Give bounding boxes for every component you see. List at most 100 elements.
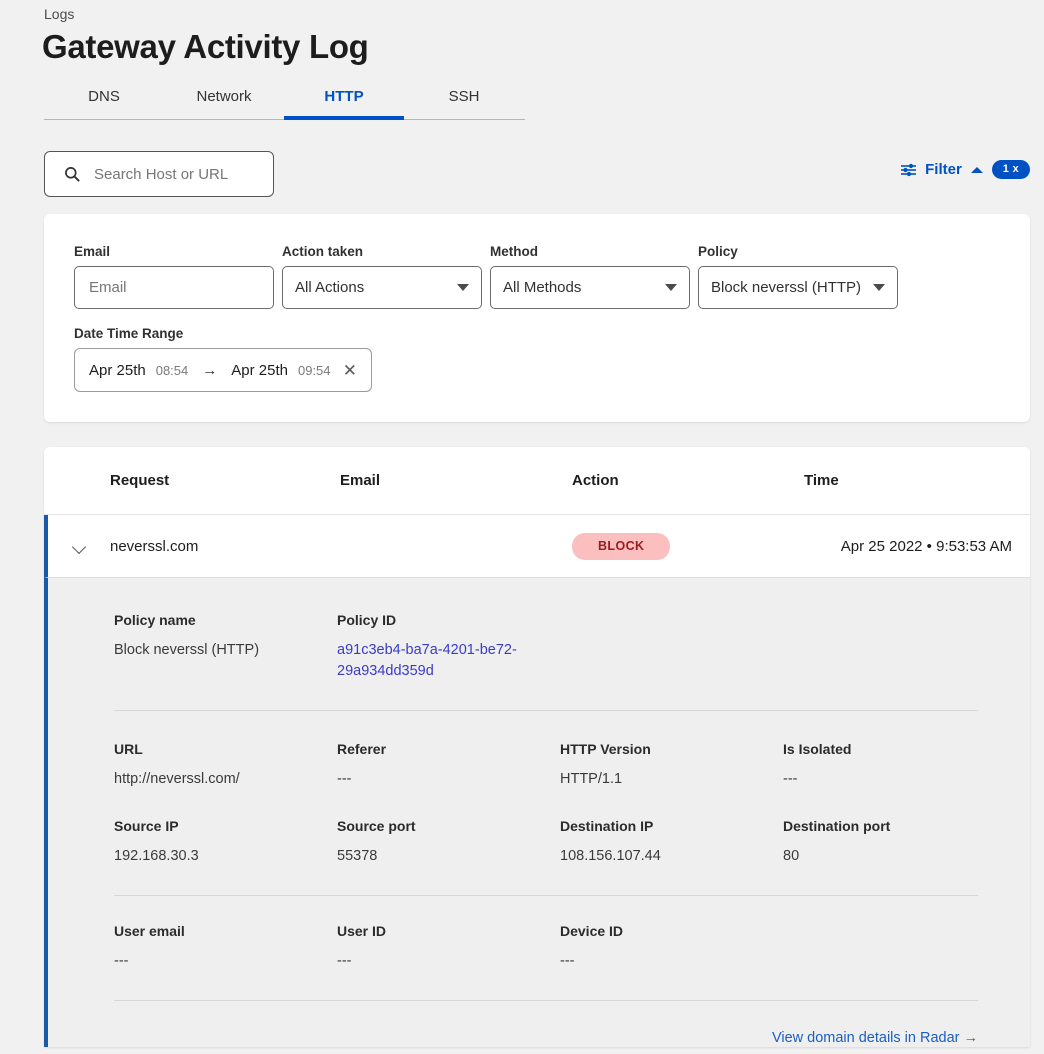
detail-field-user-id: User ID --- [337,923,560,972]
arrow-right-icon: → [202,361,218,379]
view-domain-details-in-radar-link[interactable]: View domain details in Radar → [771,1030,978,1046]
log-type-tabs: DNS Network HTTP SSH [44,76,525,120]
detail-field-is-isolated: Is Isolated --- [783,741,1006,790]
row-expand-toggle[interactable] [48,542,110,550]
detail-value: http://neverssl.com/ [114,771,240,787]
chevron-up-icon[interactable] [970,165,984,175]
method-select[interactable]: All Methods [490,266,690,309]
detail-field-source-ip: Source IP 192.168.30.3 [114,818,337,867]
detail-label: HTTP Version [560,741,651,757]
date-range-start-day[interactable]: Apr 25th [89,361,146,379]
detail-value: --- [560,953,575,969]
detail-field-user-email: User email --- [114,923,337,972]
search-input[interactable] [92,164,262,184]
cell-time: Apr 25 2022 • 9:53:53 AM [840,537,1012,555]
page-title: Gateway Activity Log [42,28,369,65]
tab-http[interactable]: HTTP [284,76,404,120]
cell-request: neverssl.com [110,537,199,555]
filter-label[interactable]: Filter [925,161,962,178]
detail-label: Destination IP [560,818,654,834]
filter-group-action: Action taken All Actions [282,244,482,309]
policy-id-link[interactable]: a91c3eb4-ba7a-4201-be72-29a934dd359d [337,642,517,679]
filter-count-badge[interactable]: 1 x [991,160,1030,179]
detail-value: --- [783,771,798,787]
detail-value: 80 [783,848,800,864]
policy-label: Policy [698,244,738,259]
sliders-icon [901,163,917,176]
detail-label: Is Isolated [783,741,852,757]
detail-label: Source port [337,818,416,834]
row-detail-panel: Policy name Block neverssl (HTTP) Policy… [44,577,1030,1047]
detail-row-identity: User email --- User ID --- Device ID --- [114,923,1004,972]
chevron-down-icon [457,284,469,291]
detail-value: 192.168.30.3 [114,848,199,864]
filter-panel: Email Action taken All Actions Method Al… [44,214,1030,422]
detail-value: --- [337,953,352,969]
action-select-value: All Actions [295,279,365,296]
detail-value: 55378 [337,848,378,864]
detail-label: Source IP [114,818,179,834]
column-header-time: Time [804,472,839,489]
filter-group-policy: Policy Block neverssl (HTTP) [698,244,898,309]
detail-label: User ID [337,923,387,939]
filter-group-email: Email [74,244,274,309]
divider [114,1000,978,1001]
detail-label: Policy name [114,612,196,628]
email-field[interactable] [74,266,274,309]
filter-toggle[interactable]: Filter 1 x [900,160,1030,179]
cell-action: BLOCK [572,532,804,560]
detail-label: URL [114,741,143,757]
table-row[interactable]: neverssl.com BLOCK Apr 25 2022 • 9:53:53… [44,515,1030,577]
detail-label: User email [114,923,185,939]
column-header-action: Action [572,472,619,489]
tab-ssh[interactable]: SSH [448,88,480,105]
method-label: Method [490,244,538,259]
detail-value: 108.156.107.44 [560,848,661,864]
detail-field-device-id: Device ID --- [560,923,783,972]
divider [114,895,978,896]
column-header-email: Email [340,472,381,489]
chevron-down-icon [73,542,86,550]
date-range-label: Date Time Range [74,326,184,341]
date-range-end-time[interactable]: 09:54 [297,362,331,378]
search-box[interactable] [44,151,274,197]
detail-field-http-version: HTTP Version HTTP/1.1 [560,741,783,790]
detail-field-referer: Referer --- [337,741,560,790]
tab-network[interactable]: Network [196,88,252,105]
policy-select[interactable]: Block neverssl (HTTP) [698,266,898,309]
detail-row-policy: Policy name Block neverssl (HTTP) Policy… [114,612,1004,682]
status-badge: BLOCK [572,532,671,560]
email-label: Email [74,244,111,259]
detail-field-policy-id: Policy ID a91c3eb4-ba7a-4201-be72-29a934… [337,612,560,682]
chevron-down-icon [665,284,677,291]
filter-group-date-range: Date Time Range Apr 25th 08:54 → Apr 25t… [74,326,394,392]
detail-field-destination-ip: Destination IP 108.156.107.44 [560,818,783,867]
date-range-pill[interactable]: Apr 25th 08:54 → Apr 25th 09:54 ✕ [74,348,372,392]
tab-dns[interactable]: DNS [88,88,120,105]
date-range-end-day[interactable]: Apr 25th [231,361,288,379]
chevron-down-icon [873,284,885,291]
table-header-row: Request Email Action Time [44,447,1030,515]
detail-field-source-port: Source port 55378 [337,818,560,867]
breadcrumb: Logs [44,6,75,22]
detail-field-destination-port: Destination port 80 [783,818,1006,867]
method-select-value: All Methods [503,279,582,296]
close-icon[interactable]: ✕ [342,360,357,380]
detail-value: --- [337,771,352,787]
detail-label: Destination port [783,818,891,834]
date-range-start-time[interactable]: 08:54 [155,362,189,378]
action-label: Action taken [282,244,364,259]
detail-row-request: URL http://neverssl.com/ Referer --- HTT… [114,741,1004,790]
detail-value: --- [114,953,129,969]
filter-group-method: Method All Methods [490,244,690,309]
action-select[interactable]: All Actions [282,266,482,309]
email-input[interactable] [87,278,261,297]
divider [114,710,978,711]
detail-row-network: Source IP 192.168.30.3 Source port 55378… [114,818,1004,867]
detail-field-policy-name: Policy name Block neverssl (HTTP) [114,612,337,682]
detail-label: Policy ID [337,612,397,628]
detail-label: Device ID [560,923,624,939]
radar-link-container: View domain details in Radar → [114,1001,1004,1047]
results-table: Request Email Action Time neverssl.com B… [44,447,1030,1047]
column-header-request: Request [110,472,170,489]
